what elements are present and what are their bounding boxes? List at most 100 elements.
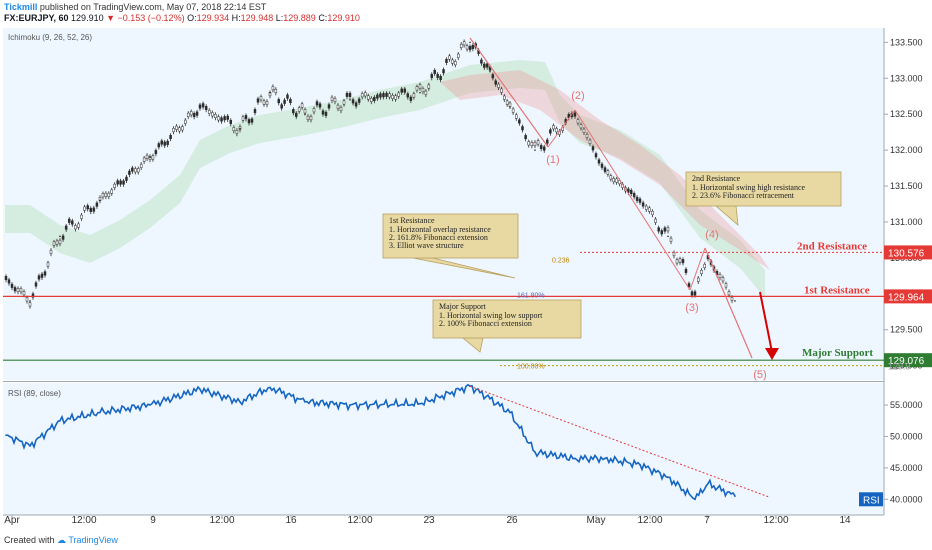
candle-body: [703, 263, 706, 268]
annotation-box: [685, 171, 842, 207]
candle-body: [536, 140, 540, 145]
candle-body: [318, 103, 322, 108]
annotation-line: 1. Horizontal overlap resistance: [389, 225, 491, 234]
symbol-info: FX:EURJPY, 60 129.910 ▼ −0.153 (−0.12%) …: [4, 13, 360, 23]
candle-body: [46, 262, 50, 267]
candle-body: [700, 269, 703, 274]
rsi-point: [707, 482, 709, 485]
candle-body: [134, 168, 137, 173]
candle-body: [483, 63, 486, 68]
candle-body: [724, 283, 728, 288]
rsi-trendline: [469, 385, 771, 498]
candle-body: [330, 96, 334, 101]
candle-body: [612, 178, 615, 183]
annotation-title: Major Support: [439, 302, 487, 311]
price-point: [639, 199, 641, 202]
rsi-tick-label: 55.0000: [890, 400, 923, 410]
candle-body: [13, 287, 17, 292]
candle-body: [259, 96, 263, 101]
rsi-point: [574, 457, 576, 460]
annotation-box: [432, 299, 582, 339]
tradingview-logo-icon: ☁: [57, 535, 67, 545]
candle-body: [627, 188, 630, 193]
low-value: 129.889: [283, 13, 316, 23]
price-point: [419, 91, 421, 94]
candle-body: [52, 241, 56, 246]
candle-body: [83, 206, 86, 211]
level-price-badge: [884, 245, 932, 260]
current-price-label: 129.9: [888, 362, 911, 372]
rsi-point: [304, 401, 306, 403]
candle-body: [382, 93, 385, 98]
price-point: [269, 91, 271, 94]
rsi-point: [667, 476, 669, 479]
candle-body: [644, 205, 648, 210]
candle-body: [530, 142, 534, 147]
candle-body: [214, 114, 217, 119]
price-point: [5, 278, 7, 281]
candle-body: [521, 126, 524, 131]
price-point: [149, 156, 151, 159]
candle-body: [354, 102, 358, 107]
candle-body: [363, 92, 367, 97]
candle-body: [250, 118, 254, 123]
candle-body: [204, 106, 208, 111]
time-tick-label: May: [587, 515, 606, 526]
candle-body: [546, 139, 549, 144]
rsi-point: [269, 386, 271, 389]
candle-body: [468, 46, 472, 51]
candle-body: [549, 129, 552, 134]
fib-label: 161.80%: [517, 292, 545, 299]
price-tick-label: 133.500: [890, 37, 923, 47]
candle-body: [64, 225, 68, 230]
rsi-point: [419, 402, 421, 405]
candle-body: [418, 84, 422, 89]
annotation-line: 1. Horizontal swing high resistance: [692, 183, 806, 192]
price-point: [199, 106, 201, 108]
candle-body: [71, 220, 74, 225]
candle-body: [107, 192, 111, 197]
candle-body: [630, 189, 633, 194]
candle-body: [315, 101, 319, 106]
wave-label: (4): [705, 229, 718, 241]
candle-body: [497, 83, 500, 88]
time-tick-label: 14: [839, 515, 851, 526]
candle-body: [160, 140, 164, 145]
candle-body: [207, 109, 211, 114]
candle-body: [28, 302, 32, 307]
candle-body: [256, 98, 260, 103]
candle-body: [342, 100, 346, 105]
candle-body: [55, 240, 59, 245]
publisher-name[interactable]: Tickmill: [4, 2, 38, 12]
candle-body: [184, 119, 187, 124]
candle-body: [312, 108, 316, 113]
time-tick-label: 23: [423, 515, 435, 526]
candle-body: [415, 86, 419, 91]
candle-body: [74, 225, 77, 230]
wave-label: (1): [546, 154, 559, 166]
candle-body: [690, 291, 694, 296]
price-point: [509, 106, 511, 108]
candle-body: [669, 237, 673, 242]
candle-body: [603, 167, 607, 172]
candle-body: [131, 167, 134, 172]
candle-body: [409, 96, 413, 101]
candle-body: [223, 116, 226, 121]
candle-body: [518, 119, 521, 124]
annotation-title: 1st Resistance: [389, 216, 435, 225]
candle-body: [295, 112, 298, 117]
candle-body: [34, 282, 38, 287]
candle-body: [303, 109, 307, 114]
rsi-point: [5, 434, 7, 436]
candle-body: [505, 100, 509, 105]
candle-body: [142, 157, 146, 162]
footer: Created with ☁ TradingView: [4, 535, 118, 546]
candle-body: [10, 283, 14, 288]
footer-brand[interactable]: TradingView: [68, 535, 118, 545]
candle-body: [388, 93, 391, 98]
candle-body: [229, 119, 233, 124]
candle-body: [654, 218, 657, 223]
candle-body: [67, 218, 71, 223]
candle-body: [37, 275, 41, 280]
